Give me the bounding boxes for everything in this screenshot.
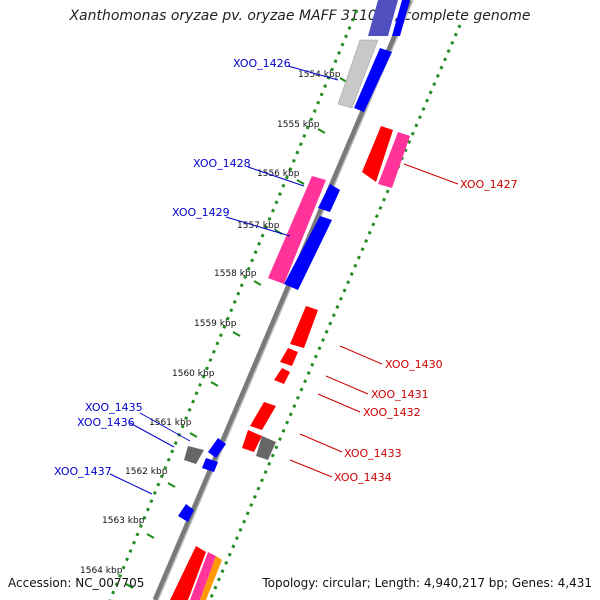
gene-label-xoo-1431[interactable]: XOO_1431 <box>371 388 429 401</box>
gene-xoo-1429[interactable] <box>284 216 332 290</box>
gene-xoo-1428[interactable] <box>268 176 326 284</box>
leader-xoo-1429 <box>225 216 291 237</box>
tick-label: 1556 kbp <box>257 169 300 179</box>
gene-label-xoo-1426[interactable]: XOO_1426 <box>233 57 291 70</box>
tick-label: 1560 kbp <box>172 369 215 379</box>
tick-label: 1559 kbp <box>194 319 237 329</box>
leader-xoo-1432 <box>317 393 361 413</box>
page-title: Xanthomonas oryzae pv. oryzae MAFF 31101… <box>69 8 531 24</box>
gene-xoo-1432[interactable] <box>274 368 290 384</box>
tick-label: 1555 kbp <box>277 120 320 130</box>
gene-xoo-1436[interactable] <box>184 446 204 464</box>
gene-label-xoo-1432[interactable]: XOO_1432 <box>363 406 421 419</box>
gene-light-gray[interactable] <box>337 39 379 109</box>
tick-label: 1563 kbp <box>102 516 145 526</box>
tick-1564 <box>125 583 134 589</box>
gene-xoo-1427-b[interactable] <box>378 132 410 188</box>
leader-xoo-1427 <box>403 163 459 185</box>
tick-1558 <box>253 280 262 286</box>
tick-label: 1558 kbp <box>214 269 257 279</box>
gene-label-xoo-1434[interactable]: XOO_1434 <box>334 471 392 484</box>
leader-xoo-1428 <box>247 166 305 187</box>
outer-dotted-ring <box>208 24 462 600</box>
gene-top-partial[interactable] <box>368 0 398 36</box>
gene-label-xoo-1437[interactable]: XOO_1437 <box>54 465 112 478</box>
leader-xoo-1426 <box>287 65 339 81</box>
gene-xoo-1430[interactable] <box>290 306 318 348</box>
tick-1562 <box>167 482 176 488</box>
tick-label: 1564 kbp <box>80 566 123 576</box>
tick-1561 <box>189 432 198 438</box>
tick-1560 <box>210 381 219 387</box>
accession-text: Accession: NC_007705 <box>8 576 145 590</box>
gene-bottom-orange[interactable] <box>200 556 222 600</box>
gene-bottom-red[interactable] <box>170 546 206 600</box>
gene-label-xoo-1433[interactable]: XOO_1433 <box>344 447 402 460</box>
gene-label-leaders <box>109 65 459 495</box>
gene-xoo-1426[interactable] <box>354 48 392 112</box>
gene-xoo-1427-a[interactable] <box>362 126 393 182</box>
gene-label-xoo-1430[interactable]: XOO_1430 <box>385 358 443 371</box>
gene-top-partial-blue[interactable] <box>392 0 410 36</box>
genome-backbone-highlight <box>157 0 414 600</box>
gene-labels: XOO_1426 XOO_1428 XOO_1429 XOO_1435 XOO_… <box>54 57 518 484</box>
gene-label-xoo-1436[interactable]: XOO_1436 <box>77 416 135 429</box>
gene-bottom-pink[interactable] <box>190 552 216 600</box>
leader-xoo-1436 <box>129 422 175 448</box>
gene-xoo-1437[interactable] <box>202 458 218 472</box>
gene-xoo-1434[interactable] <box>256 436 276 460</box>
gene-small-blue[interactable] <box>178 504 194 522</box>
leader-xoo-1433 <box>299 433 343 453</box>
gene-label-xoo-1435[interactable]: XOO_1435 <box>85 401 143 414</box>
tick-1559 <box>232 331 241 337</box>
gene-label-xoo-1427[interactable]: XOO_1427 <box>460 178 518 191</box>
topology-text: Topology: circular; Length: 4,940,217 bp… <box>262 576 592 590</box>
inner-dotted-ring <box>108 9 359 600</box>
gene-xoo-1429-small[interactable] <box>318 184 340 212</box>
tick-1555 <box>317 128 326 134</box>
gene-xoo-1433[interactable] <box>250 402 276 430</box>
tick-label: 1562 kbp <box>125 467 168 477</box>
gene-features <box>170 0 410 600</box>
gene-xoo-1433-b[interactable] <box>242 430 262 452</box>
kbp-tick-marks <box>125 77 348 589</box>
gene-label-xoo-1428[interactable]: XOO_1428 <box>193 157 251 170</box>
leader-xoo-1434 <box>289 459 333 478</box>
tick-label: 1561 kbp <box>149 418 192 428</box>
tick-1563 <box>146 533 155 539</box>
gene-label-xoo-1429[interactable]: XOO_1429 <box>172 206 230 219</box>
gene-xoo-1435[interactable] <box>208 438 226 458</box>
leader-xoo-1430 <box>339 345 383 365</box>
gene-xoo-1431[interactable] <box>280 348 298 366</box>
leader-xoo-1435 <box>139 412 191 442</box>
tick-1556 <box>296 179 305 185</box>
tick-label: 1557 kbp <box>237 221 280 231</box>
leader-xoo-1431 <box>325 375 369 395</box>
leader-xoo-1437 <box>109 473 153 495</box>
